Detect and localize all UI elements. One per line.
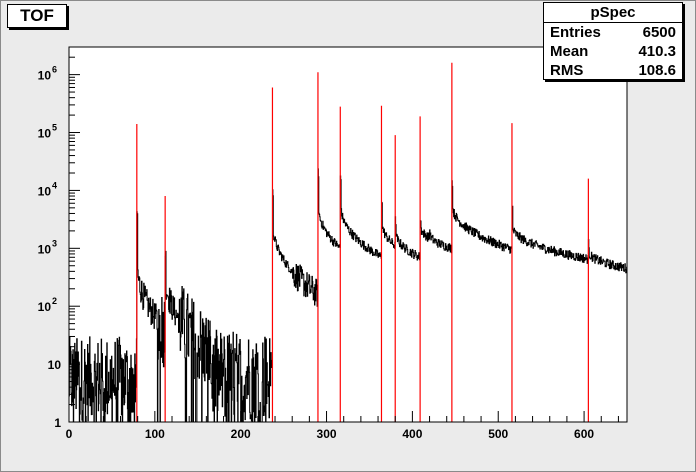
stats-name: pSpec (544, 3, 682, 23)
y-tick-exp-5: 5 (52, 123, 57, 133)
x-tick-label-0: 0 (66, 427, 73, 441)
stats-label-rms: RMS (550, 62, 584, 79)
y-tick-exp-3: 3 (52, 238, 57, 248)
y-tick-exp-2: 2 (52, 296, 57, 306)
stats-row-rms: RMS 108.6 (544, 61, 682, 80)
stats-value-mean: 410.3 (638, 43, 676, 60)
histogram-trace (68, 168, 628, 423)
histogram-layer (68, 168, 628, 423)
histogram-title: TOF (7, 4, 67, 28)
y-tick-label-2: 10 (38, 300, 52, 314)
x-tick-label-100: 100 (145, 427, 165, 441)
y-tick-label-5: 10 (38, 127, 52, 141)
y-tick-label-1: 10 (48, 358, 62, 372)
peak-lines-layer (136, 62, 589, 422)
x-tick-label-500: 500 (488, 427, 508, 441)
stats-row-mean: Mean 410.3 (544, 42, 682, 61)
stats-label-mean: Mean (550, 43, 589, 60)
x-tick-label-200: 200 (231, 427, 251, 441)
y-tick-exp-4: 4 (52, 180, 57, 190)
x-tick-label-400: 400 (402, 427, 422, 441)
stats-value-rms: 108.6 (638, 62, 676, 79)
stats-label-entries: Entries (550, 24, 601, 41)
y-tick-label-6: 10 (38, 69, 52, 83)
y-tick-label-4: 10 (38, 184, 52, 198)
plot-frame (68, 46, 628, 423)
x-tick-label-300: 300 (317, 427, 337, 441)
y-tick-label-3: 10 (38, 242, 52, 256)
stats-value-entries: 6500 (642, 24, 676, 41)
x-tick-label-600: 600 (574, 427, 594, 441)
y-tick-exp-6: 6 (52, 65, 57, 75)
stats-row-entries: Entries 6500 (544, 23, 682, 42)
y-tick-label-0: 1 (54, 416, 61, 430)
stats-box: pSpec Entries 6500 Mean 410.3 RMS 108.6 (543, 2, 683, 80)
